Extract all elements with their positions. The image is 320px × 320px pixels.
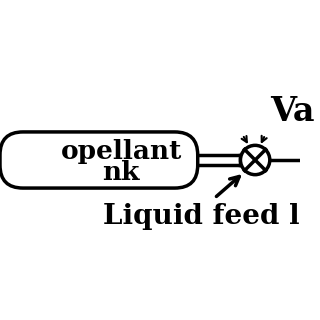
Text: Liquid feed l: Liquid feed l <box>103 203 300 230</box>
Text: Va: Va <box>270 95 315 128</box>
Circle shape <box>240 145 270 175</box>
FancyBboxPatch shape <box>0 132 198 188</box>
Text: nk: nk <box>102 160 140 185</box>
Text: opellant: opellant <box>60 139 182 164</box>
